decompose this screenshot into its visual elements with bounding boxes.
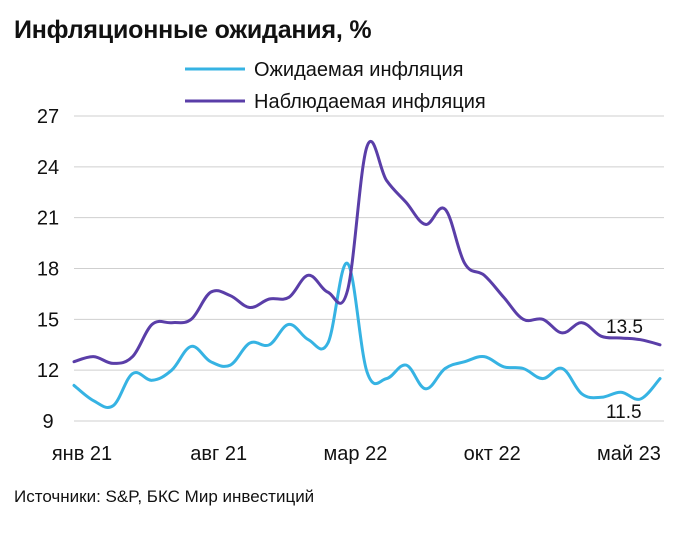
- y-axis-ticks: 9 12 15 18 21 24 27: [37, 106, 59, 433]
- x-tick-label: окт 22: [464, 443, 521, 465]
- end-value-label: 13.5: [606, 317, 643, 338]
- chart-title: Инфляционные ожидания, %: [14, 16, 372, 44]
- x-tick-label: янв 21: [52, 443, 112, 465]
- series-lines: [72, 140, 662, 410]
- x-tick-label: мар 22: [324, 443, 388, 465]
- legend-label: Наблюдаемая инфляция: [254, 91, 486, 113]
- y-tick-label: 27: [37, 106, 59, 128]
- y-tick-label: 18: [37, 259, 59, 281]
- legend: Ожидаемая инфляция Наблюдаемая инфляция: [185, 59, 486, 113]
- y-tick-label: 9: [42, 411, 53, 433]
- y-tick-label: 24: [37, 157, 59, 179]
- x-axis-ticks: янв 21 авг 21 мар 22 окт 22 май 23: [52, 443, 661, 465]
- y-tick-label: 21: [37, 208, 59, 230]
- x-tick-label: авг 21: [190, 443, 247, 465]
- end-labels: 11.5 13.5: [606, 317, 643, 423]
- series-observed-line: [72, 140, 662, 365]
- end-value-label: 11.5: [606, 402, 642, 423]
- legend-label: Ожидаемая инфляция: [254, 59, 463, 81]
- x-tick-label: май 23: [597, 443, 661, 465]
- y-tick-label: 15: [37, 309, 59, 331]
- series-expected-line: [72, 261, 662, 410]
- source-note: Источники: S&P, БКС Мир инвестиций: [14, 487, 315, 506]
- y-tick-label: 12: [37, 360, 59, 382]
